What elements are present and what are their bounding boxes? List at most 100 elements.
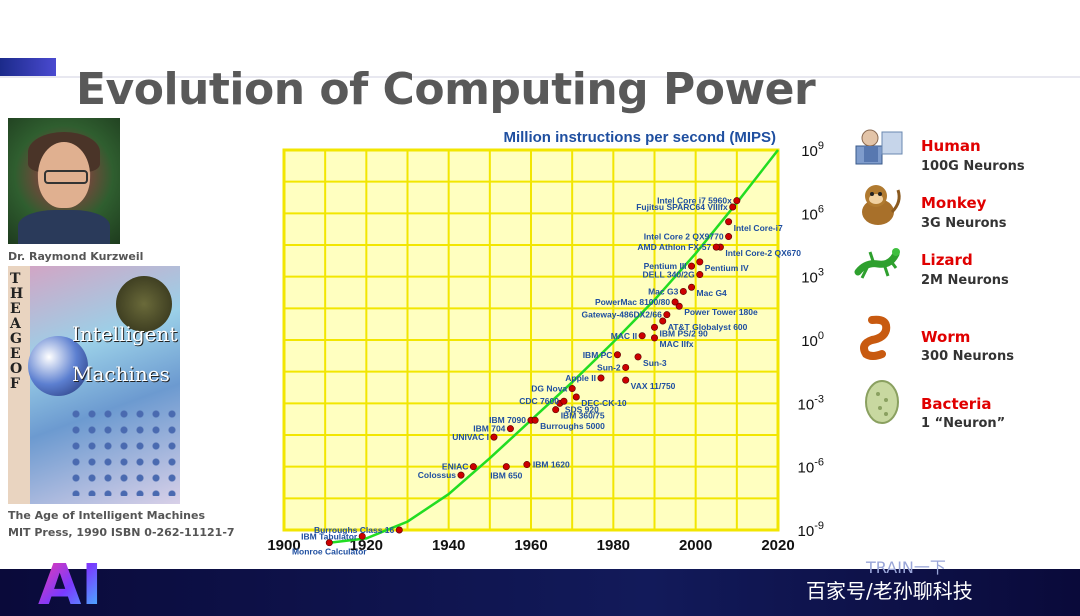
brain-name-human: Human xyxy=(921,137,981,155)
x-tick-label: 2020 xyxy=(761,537,794,554)
data-label: Intel Core i7 5960x xyxy=(657,196,732,206)
data-label: Sun-3 xyxy=(643,358,667,368)
slide-title: Evolution of Computing Power xyxy=(76,64,816,115)
watermark-top: TRAIN一下 xyxy=(866,558,946,577)
brain-neurons-human: 100G Neurons xyxy=(921,159,1025,174)
data-point xyxy=(613,351,621,359)
accent-bar xyxy=(0,58,56,78)
y-tick-label: 10-6 xyxy=(798,457,824,477)
bacteria-icon xyxy=(865,380,899,424)
data-point xyxy=(597,374,605,382)
bottom-banner xyxy=(0,569,1080,616)
data-point xyxy=(671,298,679,306)
human-icon xyxy=(855,129,903,165)
data-point xyxy=(395,526,403,534)
data-label: Sun-2 xyxy=(597,362,621,372)
data-label: IBM PS/2 90 xyxy=(660,328,708,338)
data-label: MAC IIfx xyxy=(660,339,694,349)
data-label: IBM 7090 xyxy=(489,415,526,425)
y-tick-label: 10-3 xyxy=(798,393,824,413)
brain-neurons-monkey: 3G Neurons xyxy=(921,216,1007,231)
data-point xyxy=(457,471,465,479)
book-caption-publisher: MIT Press, 1990 ISBN 0-262-11121-7 xyxy=(8,526,235,539)
data-label: Monroe Calculator xyxy=(292,547,367,557)
data-point xyxy=(560,397,568,405)
ai-logo: AI xyxy=(38,553,102,612)
brain-neurons-lizard: 2M Neurons xyxy=(921,273,1009,288)
data-label: SDS 920 xyxy=(565,404,599,414)
data-point xyxy=(663,311,671,319)
x-tick-label: 1960 xyxy=(514,537,547,554)
x-tick-label: 1920 xyxy=(350,537,383,554)
data-point xyxy=(634,353,642,361)
brain-name-monkey: Monkey xyxy=(921,194,987,212)
data-point xyxy=(506,425,514,433)
data-point xyxy=(622,363,630,371)
book-cover-words: Intelligent Machines xyxy=(72,322,178,386)
y-tick-label: 109 xyxy=(801,140,824,160)
data-point xyxy=(675,302,683,310)
data-point xyxy=(650,323,658,331)
lizard-icon xyxy=(854,248,900,279)
data-point xyxy=(733,197,741,205)
data-label: PowerMac 8100/80 xyxy=(595,297,670,307)
worm-icon xyxy=(860,315,891,360)
data-point xyxy=(568,385,576,393)
data-point xyxy=(358,532,366,540)
accent-line xyxy=(0,76,1080,78)
data-point xyxy=(725,233,733,241)
data-label: Burroughs Class 16 xyxy=(314,525,395,535)
data-label: AT&T Globalyst 600 xyxy=(668,322,748,332)
portrait-caption: Dr. Raymond Kurzweil xyxy=(8,250,144,263)
y-tick-label: 10-9 xyxy=(798,520,824,540)
x-tick-label: 1980 xyxy=(597,537,630,554)
data-point xyxy=(650,334,658,342)
y-tick-label: 103 xyxy=(801,267,824,287)
data-label: Pentium IV xyxy=(705,263,749,273)
data-label: IBM 650 xyxy=(490,471,522,481)
svg-text:AI: AI xyxy=(38,553,102,612)
monkey-icon xyxy=(862,185,901,225)
data-label: Colossus xyxy=(418,470,457,480)
data-label: AMD Athlon FX-57 xyxy=(637,242,711,252)
data-label: Mac G3 xyxy=(648,286,679,296)
x-tick-label: 1940 xyxy=(432,537,465,554)
data-label: IBM 704 xyxy=(473,424,505,434)
data-label: CDC 7600 xyxy=(519,396,559,406)
data-point xyxy=(469,463,477,471)
data-label: Fujitsu SPARC64 VIIIfx xyxy=(636,202,728,212)
data-point xyxy=(531,416,539,424)
data-label: Power Tower 180e xyxy=(684,307,758,317)
data-label: DELL 340/2G xyxy=(642,270,695,280)
mips-chart: Million instructions per second (MIPS) 19… xyxy=(268,129,824,557)
data-point xyxy=(490,433,498,441)
data-point xyxy=(725,218,733,226)
data-point xyxy=(688,262,696,270)
book-seal xyxy=(116,276,172,332)
data-label: Apple II xyxy=(565,373,596,383)
data-label: Burroughs 5000 xyxy=(540,421,605,431)
data-label: IBM Tabulator xyxy=(301,531,358,541)
data-label: IBM 1620 xyxy=(533,460,570,470)
data-point xyxy=(523,461,531,469)
watermark-bottom: 百家号/老孙聊科技 xyxy=(806,579,973,603)
data-point xyxy=(659,317,667,325)
brain-name-bacteria: Bacteria xyxy=(921,395,992,413)
data-label: IBM PC xyxy=(583,350,613,360)
data-label: Intel Core-i7 xyxy=(734,223,783,233)
x-tick-label: 1900 xyxy=(268,537,301,554)
data-label: Gateway-486DX2/66 xyxy=(582,310,663,320)
data-point xyxy=(325,539,333,547)
data-label: Intel Core-2 QX670 xyxy=(725,248,801,258)
kurzweil-portrait xyxy=(8,118,120,244)
brain-neurons-bacteria: 1 “Neuron” xyxy=(921,416,1006,431)
book-caption-title: The Age of Intelligent Machines xyxy=(8,509,206,522)
brain-name-worm: Worm xyxy=(921,328,971,346)
data-point xyxy=(552,406,560,414)
data-label: Pentium III xyxy=(644,261,687,271)
data-label: Mac G4 xyxy=(697,288,728,298)
data-label: ENIAC xyxy=(442,462,468,472)
data-label: UNIVAC I xyxy=(452,432,489,442)
y-tick-label: 106 xyxy=(801,203,824,223)
data-point xyxy=(696,258,704,266)
